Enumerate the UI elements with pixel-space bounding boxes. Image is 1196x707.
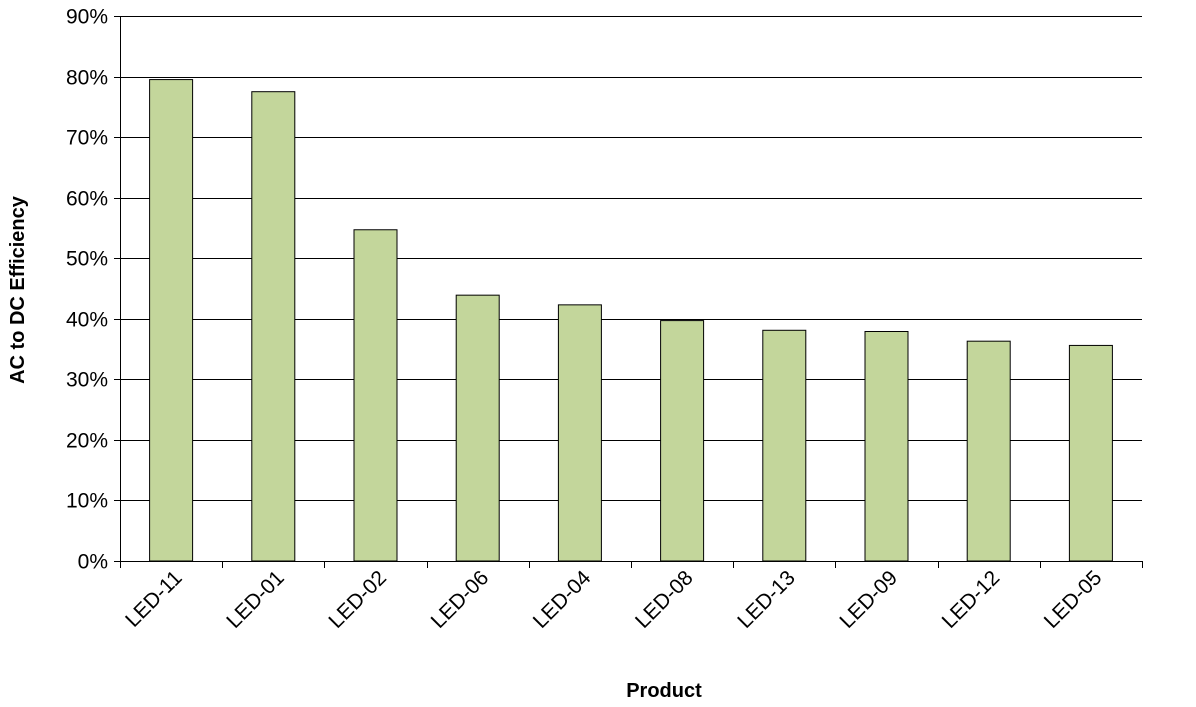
axes bbox=[114, 16, 1143, 568]
bar-led-08 bbox=[660, 320, 705, 562]
y-tick-label: 60% bbox=[66, 188, 108, 211]
bar-led-04 bbox=[557, 304, 602, 562]
y-axis-title: AC to DC Efficiency bbox=[7, 195, 29, 384]
x-axis-title: Product bbox=[626, 680, 702, 702]
y-tick-label: 40% bbox=[66, 309, 108, 332]
y-tick-label: 20% bbox=[66, 430, 108, 453]
y-tick-label: 10% bbox=[66, 490, 108, 513]
bars bbox=[149, 79, 1113, 562]
bar-led-05 bbox=[1068, 344, 1113, 562]
x-tick-labels: LED-11 LED-01 LED-02 LED-06 LED-04 LED-08 LED-… bbox=[121, 566, 1106, 633]
bar-led-12 bbox=[966, 340, 1011, 562]
x-tick-label: LED-05 bbox=[1040, 566, 1107, 633]
bar-led-11 bbox=[149, 79, 194, 562]
y-tick-label: 70% bbox=[66, 127, 108, 150]
bar-led-09 bbox=[864, 330, 909, 562]
y-tick-label: 50% bbox=[66, 248, 108, 271]
bar-led-13 bbox=[762, 329, 807, 562]
x-tick-label: LED-09 bbox=[835, 566, 902, 633]
x-tick-label: LED-08 bbox=[631, 566, 698, 633]
x-tick-label: LED-13 bbox=[733, 566, 800, 633]
y-tick-labels: 0% 10% 20% 30% 40% 50% 60% 70% 80% 90% bbox=[66, 6, 108, 574]
bar-led-02 bbox=[353, 229, 398, 562]
x-tick-label: LED-02 bbox=[324, 566, 391, 633]
bar-led-01 bbox=[251, 91, 296, 562]
x-tick-label: LED-04 bbox=[529, 566, 596, 633]
y-tick-label: 80% bbox=[66, 67, 108, 90]
x-tick-label: LED-01 bbox=[222, 566, 289, 633]
x-tick-label: LED-12 bbox=[938, 566, 1005, 633]
y-tick-label: 0% bbox=[78, 551, 108, 574]
x-tick-label: LED-06 bbox=[427, 566, 494, 633]
bar-led-06 bbox=[455, 294, 500, 562]
y-tick-label: 90% bbox=[66, 6, 108, 29]
y-tick-label: 30% bbox=[66, 369, 108, 392]
x-tick-label: LED-11 bbox=[121, 566, 187, 632]
